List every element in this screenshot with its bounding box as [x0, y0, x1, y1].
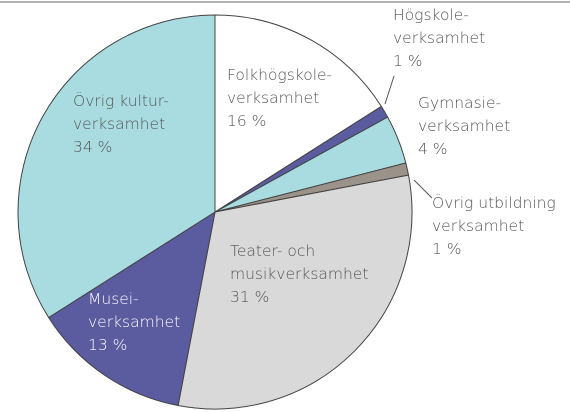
label-line: Övrig kultur-: [73, 91, 169, 110]
label-line: verksamhet: [88, 313, 180, 331]
slice: [214, 14, 383, 213]
value-label: 4 %: [418, 140, 448, 158]
slice: [47, 210, 216, 407]
label-line: Musei-: [88, 290, 139, 308]
slice-label: Teater- och musikverksamhet 31 %: [230, 242, 368, 306]
label-line: verksamhet: [393, 29, 485, 47]
label-line: Övrig utbildning: [432, 193, 556, 212]
value-label: 13 %: [88, 336, 127, 354]
slice-label: Gymnasie-verksamhet 4 %: [418, 94, 510, 158]
label-line: Högskole-: [393, 6, 469, 24]
label-line: verksamhet: [73, 115, 165, 133]
label-line: verksamhet: [418, 117, 510, 135]
label-line: Gymnasie-: [418, 94, 501, 112]
leader-line: [384, 75, 395, 105]
slice-label: Övrig kultur-verksamhet 34 %: [73, 91, 169, 156]
value-label: 34 %: [73, 138, 112, 156]
label-line: verksamhet: [227, 89, 319, 107]
label-line: Folkhögskole-: [227, 66, 332, 84]
slice-label: Övrig utbildning verksamhet 1 %: [432, 193, 556, 258]
label-line: verksamhet: [432, 217, 524, 235]
value-label: 1 %: [393, 52, 423, 70]
label-line: Teater- och: [230, 242, 315, 260]
value-label: 16 %: [227, 112, 266, 130]
slice-label: Högskole-verksamhet 1 %: [393, 6, 485, 70]
slice-label: Musei-verksamhet 13 %: [88, 290, 180, 354]
slice: [17, 14, 216, 319]
slice: [177, 174, 413, 410]
leader-line: [413, 179, 433, 199]
label-line: musikverksamhet: [230, 265, 368, 283]
slices: [17, 14, 413, 410]
slice-label: Folkhögskole-verksamhet 16 %: [227, 66, 332, 130]
value-label: 1 %: [432, 240, 462, 258]
value-label: 31 %: [230, 288, 269, 306]
